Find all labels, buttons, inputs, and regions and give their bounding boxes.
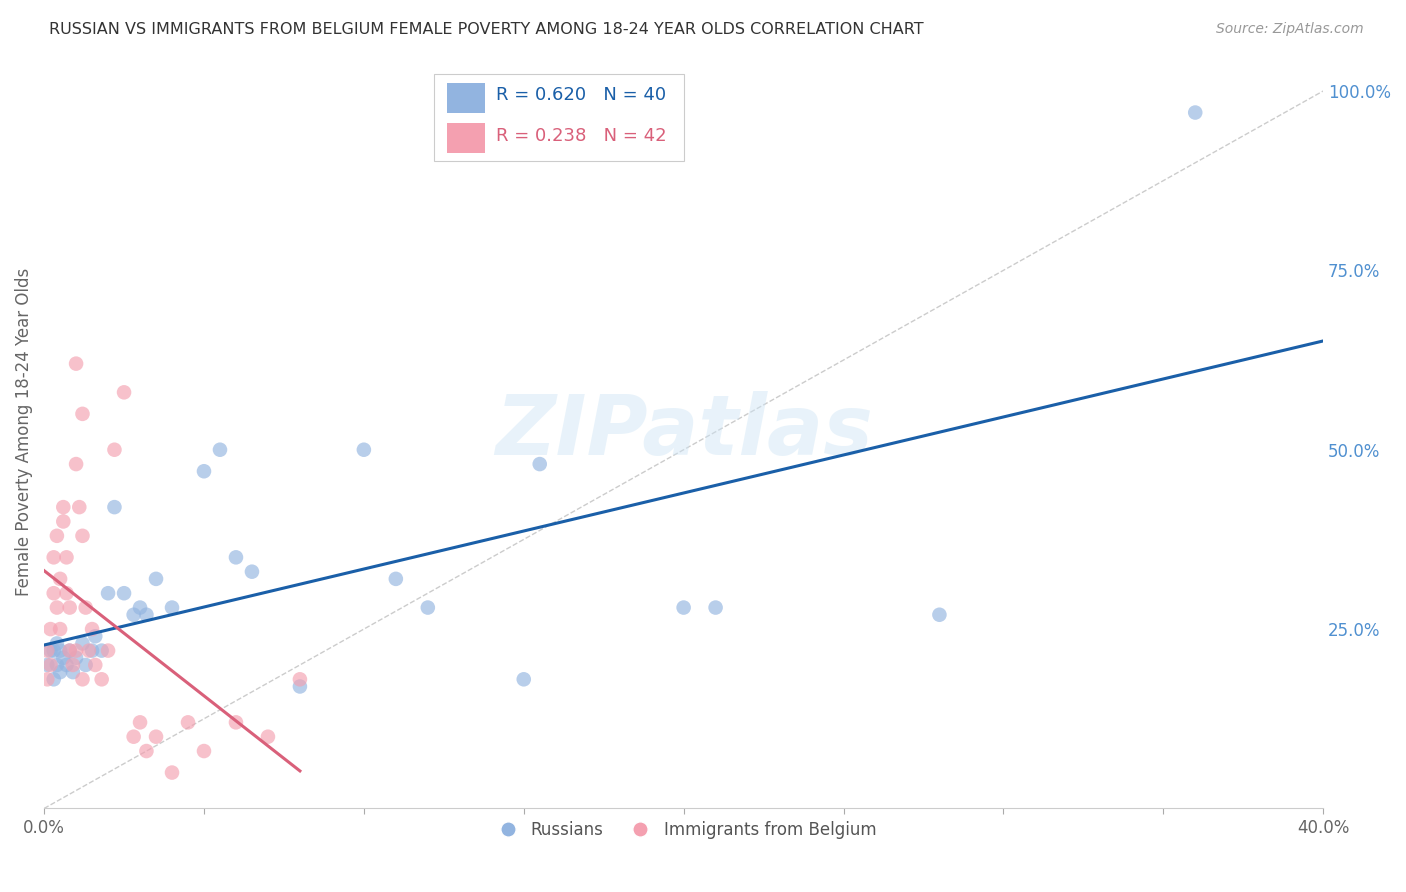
Text: R = 0.620   N = 40: R = 0.620 N = 40 [495, 86, 665, 104]
Point [225, 715, 247, 730]
Point [257, 730, 280, 744]
Text: Source: ZipAtlas.com: Source: ZipAtlas.com [1216, 22, 1364, 37]
Point [928, 607, 950, 622]
Point [65, 643, 87, 657]
Point [704, 600, 727, 615]
Point [59, 643, 82, 657]
Text: R = 0.238   N = 42: R = 0.238 N = 42 [495, 127, 666, 145]
Point [90, 643, 112, 657]
Bar [447, 123, 485, 153]
Point [65, 650, 87, 665]
Point [225, 550, 247, 565]
Point [37, 643, 59, 657]
Point [65, 357, 87, 371]
Point [145, 572, 167, 586]
Point [513, 673, 536, 687]
Point [45, 657, 67, 672]
Point [39, 643, 62, 657]
Point [52, 500, 75, 515]
Point [672, 600, 695, 615]
Point [39, 622, 62, 636]
Point [240, 565, 263, 579]
Point [75, 600, 97, 615]
Point [52, 515, 75, 529]
Bar [447, 83, 485, 113]
Point [42, 586, 65, 600]
Point [122, 730, 145, 744]
Point [112, 385, 135, 400]
Point [55, 657, 77, 672]
Point [42, 643, 65, 657]
Point [67, 500, 90, 515]
Point [97, 643, 120, 657]
Point [72, 673, 94, 687]
Point [193, 464, 215, 478]
Point [49, 665, 72, 680]
Point [52, 650, 75, 665]
Point [72, 407, 94, 421]
Point [97, 586, 120, 600]
Point [385, 572, 408, 586]
Point [353, 442, 375, 457]
Point [416, 600, 439, 615]
Point [90, 673, 112, 687]
Point [1184, 105, 1206, 120]
Point [80, 643, 103, 657]
Y-axis label: Female Poverty Among 18-24 Year Olds: Female Poverty Among 18-24 Year Olds [15, 268, 32, 596]
Point [135, 607, 157, 622]
Point [103, 442, 125, 457]
Point [55, 550, 77, 565]
Point [122, 607, 145, 622]
Legend: Russians, Immigrants from Belgium: Russians, Immigrants from Belgium [484, 814, 883, 846]
Point [160, 765, 183, 780]
Point [59, 600, 82, 615]
Point [49, 572, 72, 586]
Point [59, 643, 82, 657]
Point [45, 529, 67, 543]
Point [62, 665, 84, 680]
Point [49, 622, 72, 636]
Point [37, 673, 59, 687]
Point [84, 657, 107, 672]
Text: ZIPatlas: ZIPatlas [495, 392, 873, 472]
Point [529, 457, 551, 471]
Point [288, 673, 311, 687]
Point [45, 636, 67, 650]
Point [55, 586, 77, 600]
Point [72, 529, 94, 543]
Point [84, 629, 107, 643]
Text: RUSSIAN VS IMMIGRANTS FROM BELGIUM FEMALE POVERTY AMONG 18-24 YEAR OLDS CORRELAT: RUSSIAN VS IMMIGRANTS FROM BELGIUM FEMAL… [49, 22, 924, 37]
Point [112, 586, 135, 600]
Point [129, 715, 152, 730]
Point [62, 657, 84, 672]
Point [288, 680, 311, 694]
Point [45, 600, 67, 615]
Point [49, 643, 72, 657]
Point [103, 500, 125, 515]
Point [37, 657, 59, 672]
Point [80, 622, 103, 636]
Point [39, 657, 62, 672]
Point [129, 600, 152, 615]
Point [72, 636, 94, 650]
FancyBboxPatch shape [434, 74, 683, 161]
Point [145, 730, 167, 744]
Point [208, 442, 231, 457]
Point [65, 457, 87, 471]
Point [135, 744, 157, 758]
Point [75, 657, 97, 672]
Point [42, 550, 65, 565]
Point [177, 715, 200, 730]
Point [193, 744, 215, 758]
Point [77, 643, 100, 657]
Point [160, 600, 183, 615]
Point [42, 673, 65, 687]
